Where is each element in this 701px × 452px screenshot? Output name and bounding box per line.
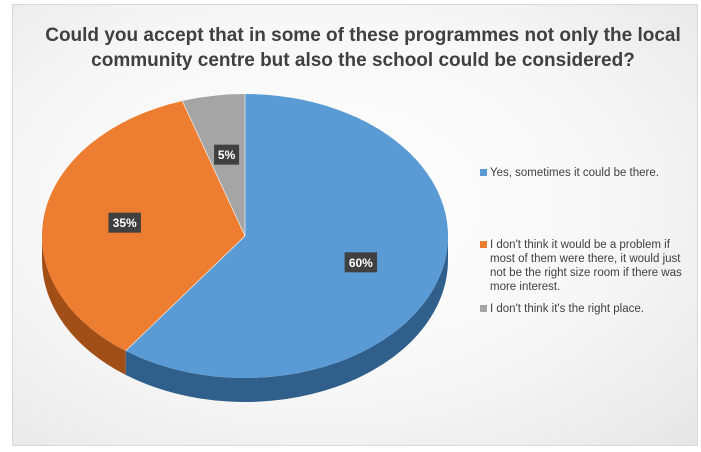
slice-separator-problem bbox=[125, 235, 246, 352]
pie-side-group bbox=[41, 236, 448, 402]
legend-label-not-right-place: I don't think it's the right place. bbox=[490, 303, 644, 315]
legend-item-yes: Yes, sometimes it could be there. bbox=[480, 166, 697, 180]
legend-swatch-problem bbox=[480, 241, 487, 248]
legend-item-problem: I don't think it would be a problem if m… bbox=[480, 238, 697, 294]
pie-slice-yes bbox=[125, 94, 449, 378]
legend-label-problem: I don't think it would be a problem if m… bbox=[490, 239, 682, 293]
pie-side-yes bbox=[125, 236, 448, 402]
slice-separator-not-right-place bbox=[181, 100, 246, 237]
legend-item-not-right-place: I don't think it's the right place. bbox=[480, 302, 697, 316]
data-label-box-problem bbox=[108, 212, 141, 233]
data-label-box-not-right-place bbox=[214, 144, 240, 165]
pie-labels-group: 60% 35% 5% bbox=[108, 144, 378, 273]
chart-title: Could you accept that in some of these p… bbox=[45, 25, 681, 71]
data-label-problem: 35% bbox=[108, 212, 141, 233]
data-label-not-right-place: 5% bbox=[214, 144, 240, 165]
data-label-box-yes bbox=[344, 252, 378, 273]
legend-swatch-not-right-place bbox=[480, 305, 487, 312]
pie-chart: 60% 35% 5% bbox=[41, 94, 449, 402]
pie-slice-problem bbox=[42, 100, 245, 351]
data-label-text-problem: 35% bbox=[113, 216, 137, 230]
data-label-text-yes: 60% bbox=[349, 256, 373, 270]
legend: Yes, sometimes it could be there. I don'… bbox=[480, 166, 697, 330]
pie-side-problem bbox=[41, 236, 126, 375]
pie-slice-not-right-place bbox=[182, 94, 245, 236]
legend-swatch-yes bbox=[480, 169, 487, 176]
pie-top-group bbox=[42, 94, 449, 378]
data-label-text-not-right-place: 5% bbox=[218, 148, 236, 162]
legend-label-yes: Yes, sometimes it could be there. bbox=[490, 167, 659, 179]
data-label-yes: 60% bbox=[344, 252, 378, 273]
chart-area: Could you accept that in some of these p… bbox=[12, 4, 698, 446]
